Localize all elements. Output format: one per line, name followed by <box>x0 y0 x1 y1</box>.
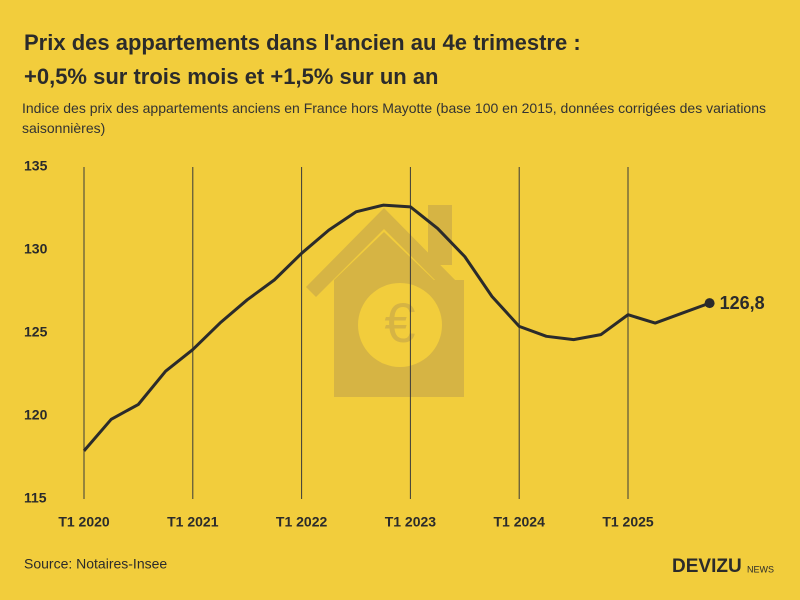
house-chimney <box>428 205 452 265</box>
x-tick-label: T1 2022 <box>276 514 328 530</box>
y-tick-label: 125 <box>24 324 48 340</box>
euro-circle <box>358 283 442 367</box>
x-tick-label: T1 2025 <box>602 514 654 530</box>
end-point <box>704 298 715 309</box>
x-tick-label: T1 2023 <box>385 514 437 530</box>
subtitle-box: Indice des prix des appartements anciens… <box>22 100 766 136</box>
y-tick-label: 115 <box>24 490 47 506</box>
x-tick-label: T1 2021 <box>167 514 219 530</box>
y-tick-label: 120 <box>24 407 48 423</box>
source: Source: Notaires-Insee <box>24 556 167 572</box>
value-label: 126,8 <box>720 293 765 313</box>
chart-title: Prix des appartements dans l'ancien au 4… <box>24 30 581 55</box>
x-tick-label: T1 2020 <box>58 514 110 530</box>
y-tick-label: 130 <box>24 241 48 257</box>
chart-subtitle: Indice des prix des appartements anciens… <box>22 100 766 136</box>
x-tick-label: T1 2024 <box>494 514 546 530</box>
euro-sign: € <box>384 291 415 354</box>
y-tick-label: 135 <box>24 158 48 174</box>
chart-title-line2: +0,5% sur trois mois et +1,5% sur un an <box>24 64 439 89</box>
brand-suffix: NEWS <box>747 564 774 574</box>
data-line <box>82 203 711 452</box>
brand: DEVIZU <box>672 556 742 577</box>
